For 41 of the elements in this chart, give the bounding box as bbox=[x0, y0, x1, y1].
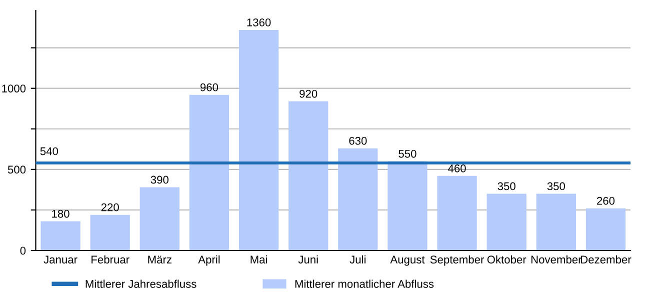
x-tick-label: Oktober bbox=[487, 255, 526, 264]
x-tick-label: Mai bbox=[250, 255, 267, 264]
x-tick-label: August bbox=[390, 256, 425, 266]
bar bbox=[586, 208, 626, 250]
legend-label: Mittlerer monatlicher Abfluss bbox=[295, 280, 434, 288]
bar bbox=[536, 194, 576, 250]
data-label: 350 bbox=[547, 182, 565, 190]
x-tick-label: Januar bbox=[44, 256, 78, 264]
bar bbox=[40, 221, 80, 250]
annotation: 540 bbox=[40, 147, 58, 156]
data-label: 220 bbox=[101, 203, 119, 212]
bar bbox=[90, 214, 130, 250]
x-tick-label: Juni bbox=[298, 255, 318, 264]
x-tick-label: Dezember bbox=[581, 255, 632, 264]
data-label: 920 bbox=[300, 90, 318, 98]
bar bbox=[288, 101, 328, 250]
data-label: 1360 bbox=[247, 18, 271, 26]
y-tick-label: 500 bbox=[8, 166, 26, 174]
data-label: 350 bbox=[498, 182, 516, 190]
data-label: 550 bbox=[398, 150, 416, 158]
data-label: 180 bbox=[52, 210, 70, 218]
bar bbox=[189, 94, 230, 250]
y-tick-label: 0 bbox=[20, 246, 26, 255]
data-label: 260 bbox=[597, 196, 615, 205]
x-tick-label: September bbox=[430, 255, 484, 266]
x-tick-label: Juli bbox=[350, 255, 366, 264]
y-tick-label: 1000 bbox=[2, 84, 26, 92]
data-label: 460 bbox=[448, 164, 466, 172]
bar bbox=[338, 148, 378, 250]
bar bbox=[486, 194, 526, 250]
legend-label: Mittlerer Jahresabfluss bbox=[86, 280, 196, 288]
bar bbox=[140, 187, 180, 250]
data-label: 630 bbox=[349, 136, 367, 145]
data-label: 390 bbox=[150, 176, 168, 184]
x-tick-label: April bbox=[198, 255, 220, 266]
bar bbox=[437, 176, 477, 250]
bar bbox=[238, 30, 279, 250]
x-tick-label: November bbox=[531, 255, 582, 264]
x-tick-label: März bbox=[148, 256, 172, 264]
x-tick-label: Februar bbox=[92, 255, 130, 264]
data-label: 960 bbox=[200, 83, 218, 92]
